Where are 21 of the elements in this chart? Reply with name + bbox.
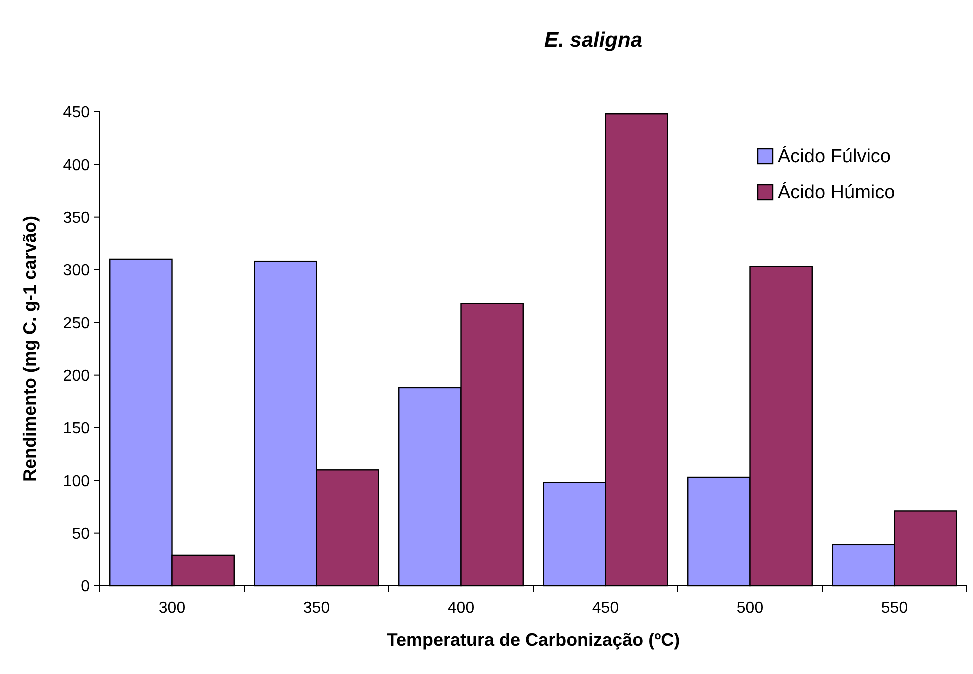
chart-title: E. saligna <box>544 29 643 52</box>
y-tick-label: 350 <box>63 210 90 227</box>
y-axis-title: Rendimento (mg C. g-1 carvão) <box>20 216 40 482</box>
y-tick-label: 300 <box>63 262 90 280</box>
y-tick-label: 150 <box>63 420 90 438</box>
x-tick-label: 550 <box>881 600 908 617</box>
x-tick-label: 450 <box>592 600 620 617</box>
y-tick-label: 100 <box>63 473 90 490</box>
x-axis-title: Temperatura de Carbonização (ºC) <box>386 630 680 650</box>
y-tick-label: 250 <box>63 315 90 332</box>
y-tick-label: 400 <box>63 157 90 174</box>
x-tick-label: 300 <box>158 600 186 617</box>
y-tick-label: 450 <box>63 104 90 122</box>
x-tick-label: 400 <box>448 600 475 617</box>
x-tick-label: 350 <box>303 600 330 617</box>
legend-label: Ácido Húmico <box>778 182 896 204</box>
x-tick-label: 500 <box>736 600 764 617</box>
y-tick-label: 200 <box>63 368 90 385</box>
legend-label: Ácido Fúlvico <box>778 146 891 168</box>
y-tick-label: 50 <box>72 526 90 543</box>
y-tick-label: 0 <box>81 578 90 596</box>
